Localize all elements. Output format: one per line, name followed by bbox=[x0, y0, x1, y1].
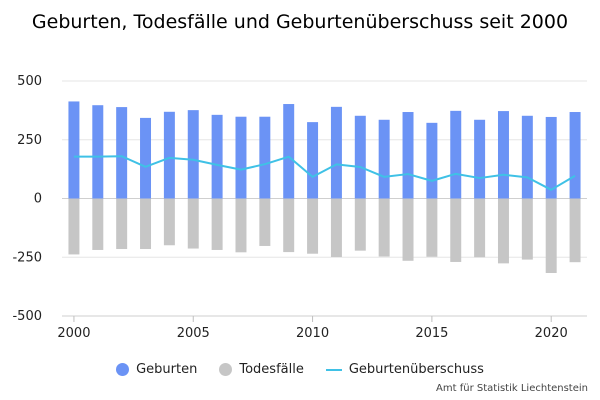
deaths-bar-2017 bbox=[474, 198, 486, 258]
births-bar-2002 bbox=[116, 107, 128, 199]
deaths-bar-2010 bbox=[307, 198, 319, 254]
y-tick-labels: -500 -250 0 250 500 bbox=[12, 74, 42, 324]
births-bar-2005 bbox=[187, 110, 199, 199]
deaths-bar-2019 bbox=[521, 198, 533, 260]
x-tick-label-2010: 2010 bbox=[296, 326, 329, 341]
births-bar-2006 bbox=[211, 114, 223, 199]
deaths-bar-2021 bbox=[569, 198, 581, 263]
births-bar-2004 bbox=[163, 111, 175, 199]
chart-title: Geburten, Todesfälle und Geburtenübersch… bbox=[31, 11, 569, 33]
x-tick-label-2020: 2020 bbox=[535, 326, 568, 341]
x-tick-label-2005: 2005 bbox=[177, 326, 210, 341]
deaths-bar-2020 bbox=[545, 198, 557, 273]
deaths-bar-2000 bbox=[68, 198, 80, 255]
y-tick-label-500: 500 bbox=[17, 74, 42, 89]
deaths-bar-2005 bbox=[187, 198, 199, 249]
y-tick-label-250: 250 bbox=[17, 133, 42, 148]
deaths-bar-2016 bbox=[450, 198, 462, 262]
births-bar-2000 bbox=[68, 101, 80, 199]
deaths-bar-2008 bbox=[259, 198, 271, 246]
legend-deaths-label: Todesfälle bbox=[239, 362, 304, 377]
deaths-bar-2014 bbox=[402, 198, 414, 261]
legend-item-deaths[interactable]: Todesfälle bbox=[219, 362, 304, 377]
deaths-bar-2004 bbox=[163, 198, 175, 246]
births-bar-2009 bbox=[283, 104, 295, 199]
births-bar-2018 bbox=[497, 111, 509, 199]
deaths-bar-2001 bbox=[92, 198, 104, 250]
legend-item-surplus[interactable]: Geburtenüberschuss bbox=[325, 362, 484, 377]
legend-births-label: Geburten bbox=[136, 362, 198, 377]
births-bar-2007 bbox=[235, 116, 247, 199]
x-tick-labels: 2000 2005 2010 2015 2020 bbox=[57, 316, 568, 341]
births-bars bbox=[68, 101, 581, 199]
births-bar-2012 bbox=[354, 115, 366, 199]
source-credit: Amt für Statistik Liechtenstein bbox=[436, 383, 588, 394]
deaths-bar-2018 bbox=[497, 198, 509, 264]
legend-surplus-label: Geburtenüberschuss bbox=[348, 362, 484, 377]
births-bar-2016 bbox=[450, 110, 462, 199]
y-tick-label--250: -250 bbox=[12, 250, 42, 265]
deaths-bar-2003 bbox=[140, 198, 152, 250]
births-bar-2014 bbox=[402, 112, 414, 199]
deaths-bars bbox=[68, 198, 581, 273]
deaths-bar-2011 bbox=[330, 198, 342, 258]
surplus-line bbox=[73, 155, 576, 191]
births-bar-2015 bbox=[426, 122, 438, 199]
y-tick-label--500: -500 bbox=[12, 309, 42, 324]
x-tick-label-2015: 2015 bbox=[415, 326, 448, 341]
surplus-series-line bbox=[73, 155, 576, 191]
births-bar-2010 bbox=[307, 122, 319, 199]
legend-births-marker bbox=[116, 363, 130, 376]
births-bar-2013 bbox=[378, 119, 390, 199]
births-bar-2017 bbox=[474, 119, 486, 199]
legend-surplus-marker bbox=[325, 368, 342, 371]
births-bar-2008 bbox=[259, 116, 271, 199]
deaths-bar-2006 bbox=[211, 198, 223, 250]
births-bar-2020 bbox=[545, 116, 557, 199]
y-tick-label-0: 0 bbox=[34, 192, 42, 207]
legend: Geburten Todesfälle Geburtenüberschuss bbox=[0, 362, 600, 377]
legend-item-births[interactable]: Geburten bbox=[116, 362, 197, 377]
births-bar-2011 bbox=[330, 106, 342, 199]
deaths-bar-2015 bbox=[426, 198, 438, 257]
deaths-bar-2009 bbox=[283, 198, 295, 253]
deaths-bar-2013 bbox=[378, 198, 390, 257]
deaths-bar-2002 bbox=[116, 198, 128, 250]
x-tick-label-2000: 2000 bbox=[57, 326, 90, 341]
legend-deaths-marker bbox=[219, 363, 233, 376]
deaths-bar-2012 bbox=[354, 198, 366, 251]
births-bar-2001 bbox=[92, 105, 104, 199]
births-bar-2019 bbox=[521, 115, 533, 199]
deaths-bar-2007 bbox=[235, 198, 247, 253]
births-bar-2021 bbox=[569, 112, 581, 199]
births-bar-2003 bbox=[140, 117, 152, 199]
